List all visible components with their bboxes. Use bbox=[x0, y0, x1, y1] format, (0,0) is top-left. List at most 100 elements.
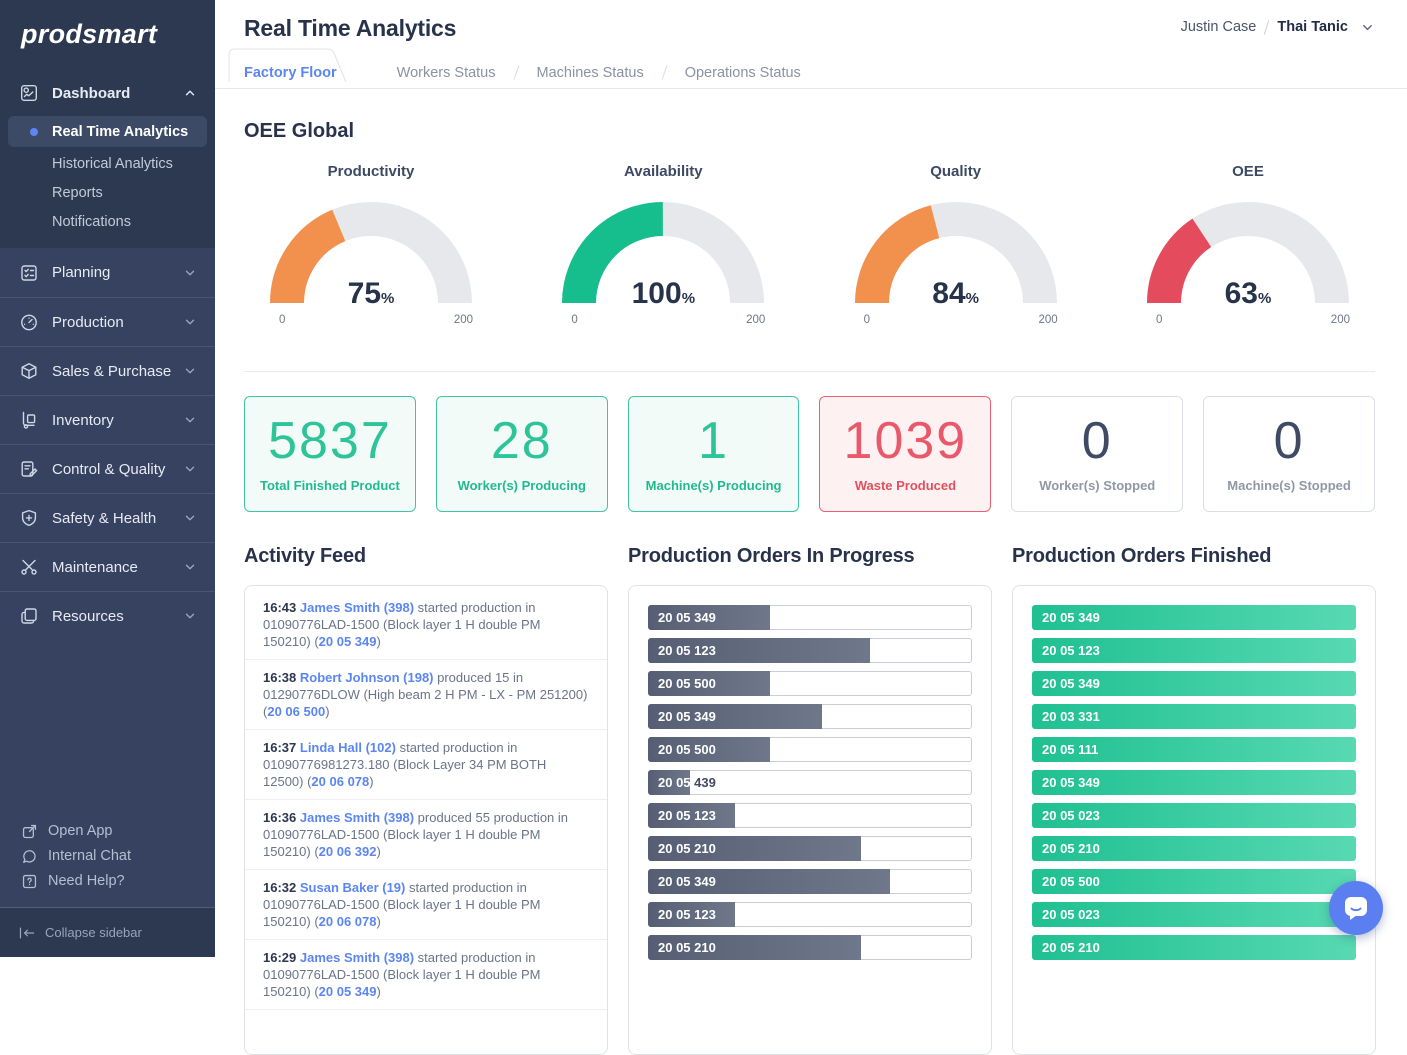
order-progress-fill: 20 05 500 bbox=[648, 737, 771, 762]
sidebar-item-resources[interactable]: Resources bbox=[0, 591, 215, 640]
chat-launcher-button[interactable] bbox=[1329, 881, 1383, 935]
feed-worker-link[interactable]: James Smith (398) bbox=[299, 950, 415, 965]
tools-icon bbox=[21, 559, 37, 575]
gauge-label: OEE bbox=[1232, 163, 1264, 180]
tab-machines-status[interactable]: Machines Status bbox=[517, 65, 664, 81]
handtruck-icon bbox=[22, 411, 36, 429]
order-finished-bar[interactable]: 20 05 123 bbox=[1032, 638, 1356, 663]
order-progress-bar[interactable]: 20 05 349 20 05 349 bbox=[648, 605, 972, 630]
feed-worker-link[interactable]: Linda Hall (102) bbox=[299, 740, 396, 755]
open-app-link[interactable]: Open App bbox=[0, 819, 215, 843]
order-progress-bar[interactable]: 20 05 349 20 05 349 bbox=[648, 704, 972, 729]
order-finished-bar[interactable]: 20 05 210 bbox=[1032, 935, 1356, 960]
order-label: 20 05 349 bbox=[658, 874, 716, 889]
feed-order-link[interactable]: 20 06 078 bbox=[318, 914, 377, 929]
page-title: Real Time Analytics bbox=[244, 15, 457, 41]
user-area[interactable]: Justin Case Thai Tanic bbox=[1181, 19, 1375, 35]
tab-workers-status[interactable]: Workers Status bbox=[377, 65, 516, 81]
feed-time: 16:29 bbox=[263, 950, 297, 965]
feed-order-link[interactable]: 20 05 349 bbox=[318, 984, 377, 999]
sidebar-item-reports[interactable]: Reports bbox=[0, 178, 215, 207]
sidebar-item-sales-purchase[interactable]: Sales & Purchase bbox=[0, 346, 215, 395]
internal-chat-link[interactable]: Internal Chat bbox=[0, 844, 215, 868]
order-progress-bar[interactable]: 20 05 123 20 05 123 bbox=[648, 902, 972, 927]
order-finished-bar[interactable]: 20 05 023 bbox=[1032, 803, 1356, 828]
collapse-arrow-icon bbox=[19, 926, 35, 939]
gauge-arc bbox=[562, 202, 765, 304]
feed-worker-link[interactable]: James Smith (398) bbox=[299, 810, 415, 825]
feed-entry: 16:43 James Smith (398) started producti… bbox=[245, 590, 607, 660]
order-progress-bar[interactable]: 20 05 210 20 05 210 bbox=[648, 836, 972, 861]
chevron-down-icon[interactable] bbox=[1360, 20, 1375, 35]
stat-label: Machine(s) Stopped bbox=[1227, 478, 1351, 493]
order-finished-bar[interactable]: 20 05 500 bbox=[1032, 869, 1356, 894]
feed-text: started production in 01090776LAD-1500 (… bbox=[263, 880, 541, 929]
oee-global-title: OEE Global bbox=[244, 120, 355, 142]
feed-worker-link[interactable]: James Smith (398) bbox=[299, 600, 415, 615]
feed-order-link[interactable]: 20 05 349 bbox=[318, 634, 377, 649]
order-progress-bar[interactable]: 20 05 123 20 05 123 bbox=[648, 638, 972, 663]
chevron-up-icon bbox=[185, 90, 195, 96]
collapse-sidebar-button[interactable]: Collapse sidebar bbox=[0, 908, 215, 957]
order-progress-fill: 20 05 439 bbox=[648, 770, 690, 795]
chevron-down-icon bbox=[185, 564, 195, 570]
order-progress-bar[interactable]: 20 05 500 20 05 500 bbox=[648, 737, 972, 762]
feed-worker-link[interactable]: Susan Baker (19) bbox=[299, 880, 406, 895]
sidebar-item-dashboard[interactable]: Dashboard bbox=[0, 72, 215, 114]
gauge-arc bbox=[1146, 202, 1349, 304]
shield-plus-icon bbox=[21, 509, 37, 527]
stat-label: Worker(s) Producing bbox=[457, 478, 586, 493]
sidebar-item-label: Control & Quality bbox=[52, 460, 166, 478]
order-progress-bar[interactable]: 20 05 349 20 05 349 bbox=[648, 869, 972, 894]
order-progress-fill: 20 05 123 bbox=[648, 803, 735, 828]
order-finished-bar[interactable]: 20 03 331 bbox=[1032, 704, 1356, 729]
sidebar-item-planning[interactable]: Planning bbox=[0, 248, 215, 297]
activity-feed-panel: 16:43 James Smith (398) started producti… bbox=[244, 585, 608, 1055]
feed-worker-link[interactable]: Robert Johnson (198) bbox=[299, 670, 434, 685]
sidebar-item-real-time-analytics[interactable]: Real Time Analytics bbox=[8, 116, 207, 147]
sidebar-item-historical-analytics[interactable]: Historical Analytics bbox=[0, 149, 215, 178]
user-name: Justin Case bbox=[1180, 19, 1257, 35]
orders-finished-panel: 20 05 349 20 05 123 20 05 349 20 03 331 … bbox=[1012, 585, 1376, 1055]
account-name: Thai Tanic bbox=[1277, 19, 1348, 35]
order-finished-bar[interactable]: 20 05 349 bbox=[1032, 671, 1356, 696]
order-finished-bar[interactable]: 20 05 111 bbox=[1032, 737, 1356, 762]
section-divider bbox=[244, 371, 1375, 372]
logo-band: prodsmart bbox=[0, 0, 215, 68]
sidebar-item-production[interactable]: Production bbox=[0, 297, 215, 346]
sidebar-item-safety-health[interactable]: Safety & Health bbox=[0, 493, 215, 542]
sidebar-item-control-quality[interactable]: Control & Quality bbox=[0, 444, 215, 493]
stat-value: 1 bbox=[698, 412, 730, 470]
order-progress-bar[interactable]: 20 05 500 20 05 500 bbox=[648, 671, 972, 696]
feed-order-link[interactable]: 20 06 500 bbox=[267, 704, 326, 719]
feed-order-link[interactable]: 20 06 392 bbox=[318, 844, 377, 859]
need-help-link[interactable]: Need Help? bbox=[0, 869, 215, 893]
order-finished-bar[interactable]: 20 05 349 bbox=[1032, 770, 1356, 795]
stat-label: Worker(s) Stopped bbox=[1039, 478, 1156, 493]
sidebar-item-inventory[interactable]: Inventory bbox=[0, 395, 215, 444]
order-progress-bar[interactable]: 20 05 439 20 05 439 bbox=[648, 770, 972, 795]
gauge-value: 84% bbox=[932, 277, 980, 310]
sidebar-group-dashboard: Dashboard Real Time Analytics Historical… bbox=[0, 68, 215, 248]
order-finished-bar[interactable]: 20 05 023 bbox=[1032, 902, 1356, 927]
tab-operations-status[interactable]: Operations Status bbox=[665, 65, 821, 81]
sidebar-item-notifications[interactable]: Notifications bbox=[0, 207, 215, 236]
chevron-down-icon bbox=[185, 466, 195, 472]
stat-card: 1 Machine(s) Producing bbox=[627, 396, 800, 512]
order-progress-fill: 20 05 349 bbox=[648, 704, 822, 729]
clipboard-pencil-icon bbox=[21, 461, 38, 477]
order-finished-bar[interactable]: 20 05 349 bbox=[1032, 605, 1356, 630]
external-link-icon bbox=[22, 824, 37, 838]
order-progress-bar[interactable]: 20 05 123 20 05 123 bbox=[648, 803, 972, 828]
tab-factory-floor[interactable]: Factory Floor bbox=[228, 48, 347, 82]
sidebar-item-label: Sales & Purchase bbox=[52, 362, 172, 380]
order-progress-bar[interactable]: 20 05 210 20 05 210 bbox=[648, 935, 972, 960]
stat-card: 5837 Total Finished Product bbox=[244, 396, 416, 512]
order-progress-fill: 20 05 349 bbox=[648, 869, 890, 894]
sidebar-item-maintenance[interactable]: Maintenance bbox=[0, 542, 215, 591]
order-finished-bar[interactable]: 20 05 210 bbox=[1032, 836, 1356, 861]
active-dot bbox=[30, 127, 38, 136]
feed-order-link[interactable]: 20 06 078 bbox=[311, 774, 370, 789]
chevron-down-icon bbox=[185, 417, 195, 423]
gauge-min-label: 0 bbox=[571, 314, 578, 326]
